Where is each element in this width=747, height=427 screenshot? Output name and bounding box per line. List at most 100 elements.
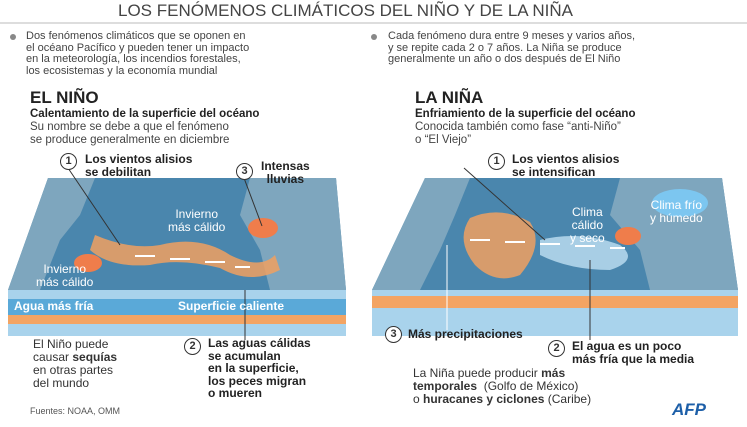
source: Fuentes: NOAA, OMM (30, 406, 121, 416)
callout: Más precipitaciones (408, 328, 523, 341)
callout-number: 3 (385, 326, 402, 343)
text: (Caribe) (544, 392, 592, 406)
text-line: se intensifican (512, 164, 596, 179)
warm-area (615, 227, 641, 245)
description: Su nombre se debe a que el fenómeno se pr… (30, 121, 229, 146)
text-line: el océano Pacífico y pueden tener un imp… (26, 41, 250, 54)
callout: Los vientos alisios se intensifican (512, 153, 619, 178)
bold-text: temporales (413, 379, 478, 393)
text-line: Las aguas cálidas (208, 336, 311, 350)
text-line: los peces migran (208, 373, 307, 388)
warm-layer (8, 315, 346, 324)
cold-layer (8, 299, 346, 315)
map-label: Clima cálido y seco (570, 206, 605, 245)
strip-label: Agua más fría (14, 300, 93, 313)
callout: Los vientos alisios se debilitan (85, 153, 192, 178)
text-line: en otras partes (33, 364, 117, 377)
land (372, 178, 470, 290)
callout-number: 1 (60, 153, 77, 170)
text-line: cálido (571, 218, 604, 232)
wind-arrows (470, 239, 625, 249)
callout-number: 2 (548, 340, 565, 357)
intro-left: Dos fenómenos climáticos que se oponen e… (26, 30, 250, 77)
text-line: se produce generalmente en diciembre (30, 133, 230, 146)
text-line: y húmedo (650, 211, 703, 225)
map-label: Clima frío y húmedo (650, 199, 703, 225)
text-line: Conocida también como fase “anti-Niño” (415, 121, 621, 133)
text-line: Invierno (43, 262, 87, 276)
text-line: más cálido (168, 220, 226, 234)
callout: Intensas lluvias (261, 160, 310, 185)
text-line: y se repite cada 2 o 7 años. La Niña se … (388, 41, 622, 54)
text-line: del mundo (33, 377, 117, 390)
subtitle: Enfriamiento de la superficie del océano (415, 108, 636, 120)
text-line: La Niña puede producir más (413, 367, 591, 380)
strip-label: Superficie caliente (178, 300, 284, 313)
text-line: Los vientos alisios (512, 152, 620, 166)
text-line: Clima (572, 205, 603, 219)
text-line: Superficie caliente (178, 299, 285, 313)
heading: EL NIÑO (30, 88, 99, 107)
text-line: o mueren (208, 386, 263, 400)
text-line: y seco (570, 231, 605, 245)
text-line: más fría que la media (572, 351, 695, 366)
text-line: Cada fenómeno dura entre 9 meses y vario… (388, 30, 636, 42)
bold-text: huracanes y ciclones (423, 392, 545, 406)
text-line: El Niño puede (33, 338, 117, 351)
text: La Niña puede producir (413, 366, 542, 380)
text-line: Clima frío (650, 198, 703, 212)
leader (67, 167, 121, 246)
note: El Niño puede causar sequías en otras part… (33, 338, 117, 390)
callout-number: 2 (184, 338, 201, 355)
bullet (371, 34, 377, 40)
text-line: o “El Viejo” (415, 133, 472, 146)
wind-arrows (135, 255, 250, 268)
warm-area (74, 254, 102, 272)
cold-area (652, 189, 708, 217)
note: La Niña puede producir más temporales (Go… (413, 367, 591, 406)
map-label: Invierno más cálido (168, 208, 225, 234)
text-line: en la superficie, (208, 361, 299, 375)
bold-text: más (541, 366, 566, 380)
callout-number: 3 (236, 163, 253, 180)
warm-water (463, 212, 536, 279)
subtitle: Calentamiento de la superficie del océan… (30, 108, 260, 120)
text: o (413, 392, 424, 406)
description: Conocida también como fase “anti-Niño” o … (415, 121, 621, 146)
text: en otras partes (33, 363, 114, 377)
text-line: más cálido (36, 275, 94, 289)
text-line: en la meteorología, los incendios forest… (26, 53, 241, 65)
text: El Niño puede (33, 337, 109, 351)
warm-water (90, 235, 280, 278)
text: del mundo (33, 376, 90, 390)
callout: El agua es un poco más fría que la media (572, 340, 694, 365)
text-line: El agua es un poco (572, 339, 682, 353)
warm-layer (372, 296, 738, 308)
text-line: temporales (Golfo de México) (413, 380, 591, 393)
text-line: o huracanes y ciclones (Caribe) (413, 393, 591, 406)
text-line: generalmente un año o dos después de El … (388, 53, 621, 65)
text-line: Dos fenómenos climáticos que se oponen e… (26, 30, 246, 42)
bold-text: sequías (72, 350, 118, 364)
text: (Golfo de México) (477, 379, 579, 393)
rain-area (248, 218, 278, 238)
heading: LA NIÑA (415, 88, 484, 107)
land (8, 178, 95, 290)
callout: Las aguas cálidas se acumulan en la superf… (208, 337, 311, 400)
text-line: lluvias (266, 171, 305, 186)
text-line: Intensas (261, 159, 310, 173)
text: causar (33, 350, 73, 364)
cool-water (540, 236, 628, 270)
intro-right: Cada fenómeno dura entre 9 meses y vario… (388, 30, 636, 66)
text-line: Agua más fría (14, 299, 94, 313)
map-label: Invierno más cálido (36, 263, 93, 289)
leader (243, 177, 263, 227)
text-line: se acumulan (208, 348, 281, 363)
bullet (10, 34, 16, 40)
text-line: Los vientos alisios (85, 152, 193, 166)
text-line: Invierno (175, 207, 219, 221)
title: LOS FENÓMENOS CLIMÁTICOS DEL NIÑO Y DE L… (118, 1, 574, 20)
text-line: causar sequías (33, 351, 117, 364)
text-line: se debilitan (85, 164, 152, 179)
